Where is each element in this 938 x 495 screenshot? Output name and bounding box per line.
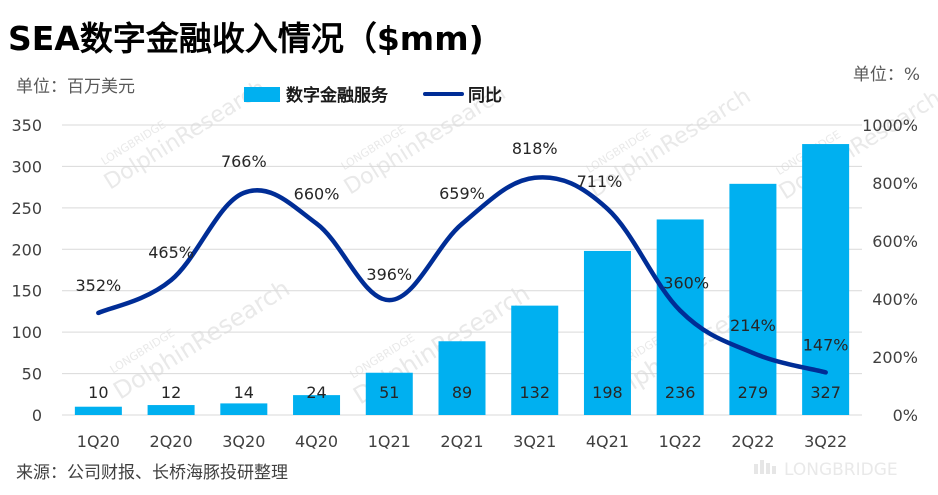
- x-tick-label: 2Q22: [731, 432, 774, 451]
- x-tick-label: 3Q22: [804, 432, 847, 451]
- left-tick-label: 150: [11, 282, 42, 301]
- bar-value-label: 132: [519, 383, 550, 402]
- yoy-point: [532, 175, 537, 180]
- watermark-brand: DolphinResearch: [108, 274, 294, 405]
- left-axis-unit: 单位：百万美元: [16, 77, 135, 97]
- right-tick-label: 0%: [893, 406, 918, 425]
- bar: [220, 403, 268, 415]
- yoy-point: [678, 308, 683, 313]
- yoy-point: [823, 370, 828, 375]
- yoy-point: [96, 310, 101, 315]
- legend: 数字金融服务 同比: [244, 85, 502, 106]
- bar-value-label: 236: [665, 383, 696, 402]
- left-tick-label: 350: [11, 116, 42, 135]
- corner-logo: LONGBRIDGE: [754, 460, 898, 480]
- bar-value-label: 198: [592, 383, 623, 402]
- yoy-point: [241, 190, 246, 195]
- left-axis-ticks: 0 50 100 150 200 250 300 350: [11, 116, 42, 425]
- legend-bar-swatch: [244, 87, 280, 102]
- x-tick-label: 1Q21: [368, 432, 411, 451]
- yoy-point: [605, 206, 610, 211]
- bar-value-label: 10: [88, 383, 108, 402]
- left-tick-label: 300: [11, 157, 42, 176]
- bar: [583, 250, 631, 415]
- yoy-value-label: 818%: [512, 139, 558, 158]
- bar: [293, 395, 341, 415]
- right-tick-label: 800%: [872, 174, 918, 193]
- yoy-value-label: 659%: [439, 184, 485, 203]
- x-tick-label: 4Q21: [586, 432, 629, 451]
- bar: [147, 405, 195, 415]
- bar: [656, 219, 704, 415]
- yoy-value-label: 660%: [294, 185, 340, 204]
- x-tick-label: 3Q20: [222, 432, 265, 451]
- x-axis-ticks: 1Q20 2Q20 3Q20 4Q20 1Q21 2Q21 3Q21 4Q21 1Q22 2Q22…: [77, 432, 847, 451]
- x-tick-label: 2Q20: [150, 432, 193, 451]
- bar-data-labels: 10 12 14 24 51 89 132 198 236 279 327: [88, 383, 841, 402]
- x-tick-label: 1Q22: [659, 432, 702, 451]
- yoy-value-label: 766%: [221, 152, 267, 171]
- bar-value-label: 12: [161, 383, 181, 402]
- left-tick-label: 200: [11, 240, 42, 259]
- left-tick-label: 250: [11, 199, 42, 218]
- bar-value-label: 89: [452, 383, 472, 402]
- line-series: [96, 175, 828, 375]
- yoy-value-label: 465%: [148, 243, 194, 262]
- yoy-value-label: 360%: [663, 274, 709, 293]
- x-tick-label: 4Q20: [295, 432, 338, 451]
- bar: [511, 305, 559, 415]
- right-tick-label: 600%: [872, 232, 918, 251]
- left-tick-label: 0: [32, 406, 42, 425]
- bar: [438, 341, 486, 415]
- x-tick-label: 2Q21: [440, 432, 483, 451]
- left-tick-label: 50: [22, 365, 42, 384]
- yoy-value-label: 711%: [577, 172, 623, 191]
- chart-title: SEA数字金融收入情况（$mm): [8, 19, 484, 58]
- yoy-point: [314, 221, 319, 226]
- x-tick-label: 1Q20: [77, 432, 120, 451]
- yoy-value-label: 352%: [75, 276, 121, 295]
- bar-value-label: 327: [810, 383, 841, 402]
- bar: [729, 183, 777, 415]
- yoy-point: [750, 350, 755, 355]
- bar-value-label: 14: [234, 383, 254, 402]
- right-tick-label: 400%: [872, 290, 918, 309]
- bar-value-label: 279: [738, 383, 769, 402]
- right-tick-label: 200%: [872, 348, 918, 367]
- yoy-line: [96, 175, 828, 375]
- left-tick-label: 100: [11, 323, 42, 342]
- yoy-value-label: 214%: [730, 316, 776, 335]
- yoy-value-label: 147%: [803, 335, 849, 354]
- corner-brand-text: LONGBRIDGE: [784, 460, 898, 480]
- bar-value-label: 24: [306, 383, 326, 402]
- x-tick-label: 3Q21: [513, 432, 556, 451]
- yoy-point: [387, 298, 392, 303]
- yoy-value-label: 396%: [366, 265, 412, 284]
- right-tick-label: 1000%: [862, 116, 918, 135]
- legend-bar-label: 数字金融服务: [286, 85, 389, 106]
- source-note: 来源：公司财报、长桥海豚投研整理: [16, 463, 288, 483]
- bar-series: [74, 144, 850, 416]
- bar: [74, 406, 122, 415]
- yoy-point: [460, 221, 464, 226]
- right-axis-ticks: 0% 200% 400% 600% 800% 1000%: [862, 116, 918, 425]
- legend-line-label: 同比: [468, 85, 502, 106]
- bar-value-label: 51: [379, 383, 399, 402]
- line-data-labels: 352% 465% 766% 660% 396% 659% 818% 711% 360% 214%…: [75, 139, 848, 355]
- yoy-point: [169, 278, 174, 283]
- bar: [365, 372, 413, 415]
- right-axis-unit: 单位：%: [853, 65, 920, 85]
